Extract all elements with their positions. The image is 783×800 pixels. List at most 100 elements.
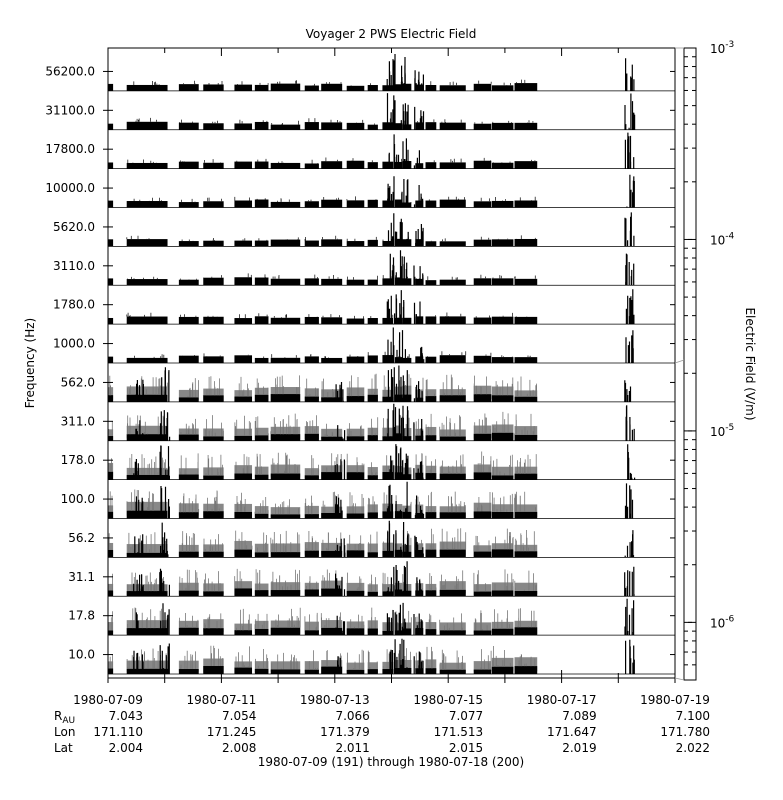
signal-spikes [425,379,435,397]
ephemeris-value: 7.100 [676,709,710,723]
signal-block [108,200,114,208]
signal-block [473,83,492,91]
signal-spikes [348,375,364,397]
signal-spikes [181,198,196,203]
signal-spikes [527,355,531,358]
burst-mark [625,405,635,441]
signal-block [491,628,514,636]
signal-block [491,85,514,91]
signal-block [108,356,114,363]
signal-spikes [254,613,268,629]
signal-spikes [180,650,196,669]
signal-block [415,356,424,363]
signal-spikes [181,531,195,552]
signal-spikes [428,613,437,630]
signal-gray-block [473,661,492,672]
signal-spikes [367,650,378,670]
signal-block [514,473,538,480]
signal-gray-block [491,466,514,477]
signal-spikes [448,491,466,513]
signal-gray-block [304,621,319,633]
signal-block [394,433,403,441]
ephemeris-row-label: Lat [54,741,73,755]
burst-mark [625,253,635,286]
signal-block [203,591,224,597]
signal-spikes [519,196,536,201]
channel-panel [103,132,675,170]
signal-spikes [133,197,162,201]
signal-block [126,357,168,363]
signal-spikes [480,236,490,240]
signal-spikes [348,423,363,437]
signal-spikes [473,535,490,552]
signal-gray-block [415,428,424,440]
ephemeris-table: 1980-07-09 1980-07-11 1980-07-13 1980-07-15… [54,693,710,755]
y-axis-label: Frequency (Hz) [23,318,37,409]
signal-spikes [515,530,535,552]
burst-mark [625,58,635,91]
signal-block [321,317,343,325]
burst-mark [336,656,342,674]
channel-label: 10.0 [68,648,95,662]
signal-spikes [383,530,388,551]
signal-block [270,124,301,130]
signal-spikes [235,454,250,474]
burst-mark [417,346,425,363]
burst-mark [387,520,397,558]
signal-spikes [179,355,195,356]
signal-block [367,124,378,130]
burst-mark [413,301,424,325]
signal-block [321,550,343,558]
channel-panel [103,444,675,481]
signal-gray-block [126,544,168,555]
signal-block [439,199,466,208]
signal-block [126,84,168,91]
signal-block [439,355,466,363]
signal-block [270,552,301,558]
signal-spikes [518,654,536,667]
signal-block [321,666,343,674]
signal-spikes [441,238,446,242]
signal-spikes [369,574,376,592]
signal-spikes [514,275,536,279]
signal-block [108,278,114,286]
signal-block [439,669,466,674]
signal-block [473,317,492,325]
x-tick-label: 1980-07-19 [640,693,710,707]
burst-mark [160,486,170,519]
signal-block [415,239,424,247]
channel-label: 1000.0 [53,337,95,351]
signal-gray-block [382,661,394,673]
signal-block [514,83,538,91]
channel-panel [103,54,675,92]
signal-block [346,200,365,208]
signal-gray-block [178,468,199,480]
signal-spikes [426,646,433,669]
signal-spikes [428,491,435,513]
x-tick-label: 1980-07-17 [527,693,597,707]
signal-block [234,123,253,130]
signal-spikes [247,273,252,278]
signal-block [346,241,365,247]
burst-mark [413,419,424,441]
signal-spikes [109,654,113,669]
ephemeris-value: 7.054 [222,709,256,723]
signal-block [439,241,466,247]
signal-block [270,357,301,363]
signal-spikes [239,314,246,318]
signal-block [178,551,199,558]
signal-block [514,434,538,441]
signal-spikes [308,314,318,317]
signal-block [178,512,199,519]
signal-spikes [322,235,338,240]
signal-block [473,278,492,286]
signal-block [108,162,114,169]
signal-block [178,202,199,208]
signal-spikes [257,158,267,162]
signal-block [415,278,424,286]
signal-block [394,511,403,519]
signal-block [270,201,301,208]
channel-label: 311.0 [61,414,95,428]
signal-spikes [323,197,339,200]
signal-block [491,549,514,558]
